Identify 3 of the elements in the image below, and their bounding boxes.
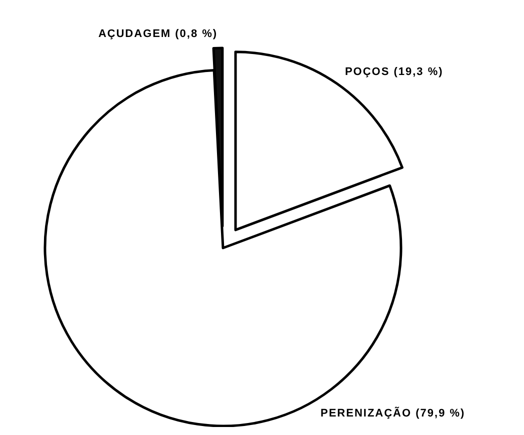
slice-label: AÇUDAGEM (0,8 %) — [98, 28, 218, 40]
slice-label: POÇOS (19,3 %) — [344, 66, 444, 78]
slice-label: PERENIZAÇÃO (79,9 %) — [320, 406, 466, 420]
